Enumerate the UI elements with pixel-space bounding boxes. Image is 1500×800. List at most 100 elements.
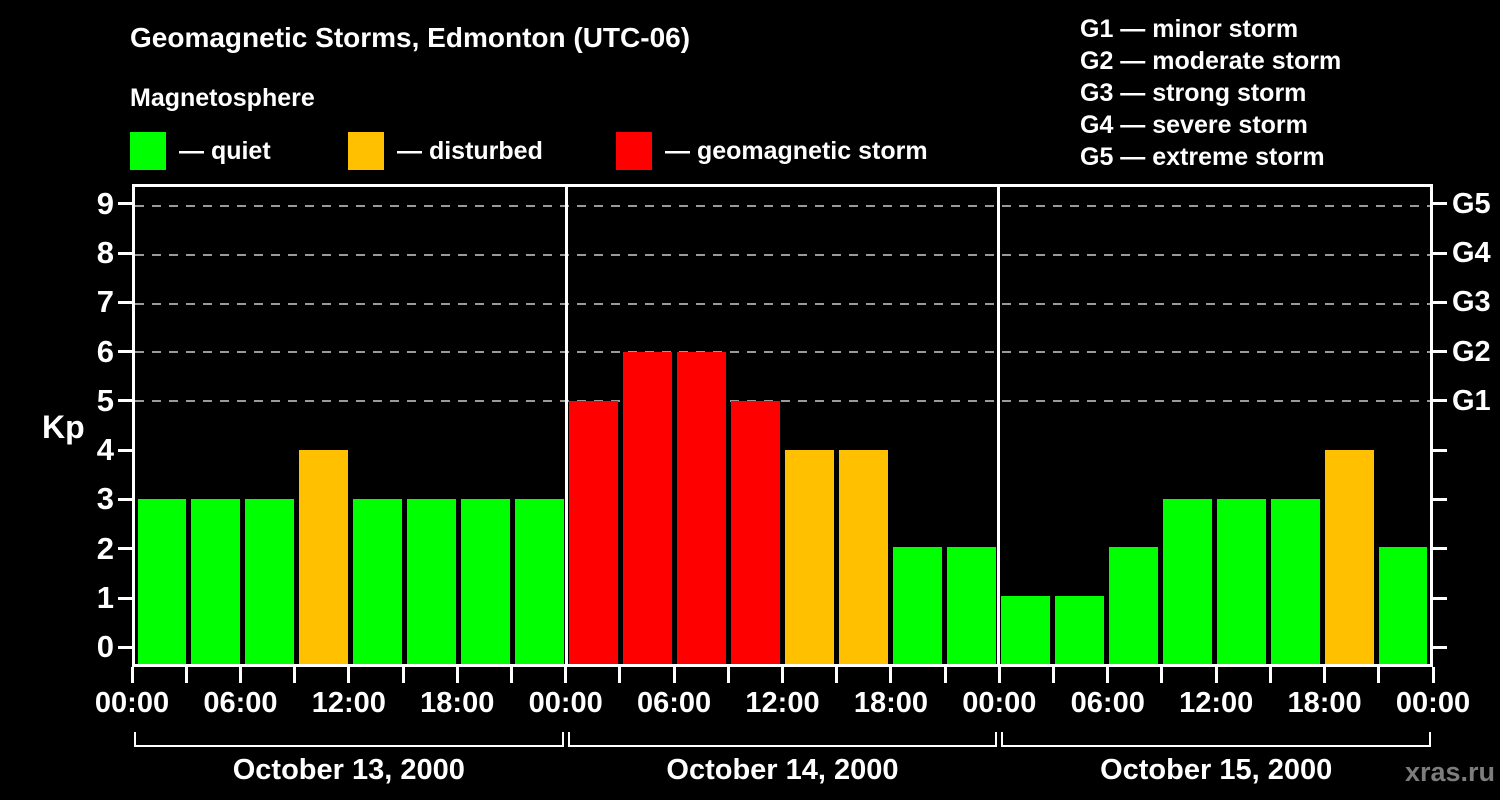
g-axis-label-g3: G3 [1452, 286, 1491, 319]
kp-bar-day3-interval1 [1000, 595, 1050, 664]
kp-bar-day1-interval8 [515, 498, 565, 664]
kp-bar-day2-interval3 [677, 352, 727, 664]
gridline-kp6 [135, 351, 1430, 354]
kp-bar-day1-interval1 [137, 498, 187, 664]
y-axis-tick-left-8 [118, 251, 132, 255]
day-bracket-1-left-tick [134, 732, 136, 747]
kp-bar-day2-interval5 [785, 449, 834, 664]
watermark: xras.ru [1404, 757, 1495, 787]
y-axis-label-9: 9 [96, 185, 114, 221]
x-axis-tick-22 [1323, 667, 1327, 683]
legend-label-disturbed: — disturbed [397, 136, 543, 165]
y-axis-tick-right-9 [1433, 202, 1447, 206]
y-axis-tick-right-5 [1433, 399, 1447, 403]
kp-bar-day1-interval4 [299, 449, 349, 664]
y-axis-tick-left-2 [118, 547, 132, 551]
y-axis-label-8: 8 [96, 235, 114, 270]
kp-bar-day3-interval7 [1324, 449, 1374, 664]
y-axis-tick-right-4 [1433, 448, 1447, 452]
x-axis-tick-5 [401, 667, 405, 683]
day-separator-1 [565, 187, 569, 664]
day-bracket-1-right-tick [561, 732, 564, 747]
y-axis-label-2: 2 [96, 530, 114, 566]
kp-bar-day2-interval4 [731, 401, 780, 664]
x-axis-tick-0 [130, 667, 134, 683]
x-axis-tick-7 [509, 667, 513, 683]
x-axis-tick-14 [889, 667, 893, 683]
x-axis-label-22: 18:00 [1287, 687, 1362, 719]
kp-bar-day3-interval3 [1108, 547, 1158, 664]
day-bracket-3-right-tick [1429, 732, 1431, 747]
x-axis-tick-24 [1431, 667, 1435, 683]
y-axis-label-7: 7 [96, 284, 114, 320]
y-axis-tick-right-7 [1433, 300, 1447, 304]
x-axis-tick-4 [347, 667, 351, 683]
g-scale-legend-item-g1: G1 — minor storm [1080, 15, 1299, 43]
x-axis-tick-20 [1214, 667, 1218, 683]
x-axis-tick-3 [293, 667, 297, 683]
kp-bar-day3-interval2 [1054, 595, 1104, 664]
x-axis-tick-11 [726, 667, 730, 683]
y-axis-tick-right-2 [1433, 547, 1447, 551]
y-axis-label-6: 6 [96, 333, 114, 369]
kp-bar-day1-interval5 [353, 498, 403, 664]
g-axis-label-g2: G2 [1452, 335, 1491, 368]
kp-bar-day1-interval3 [245, 498, 295, 664]
kp-bar-day2-interval6 [838, 449, 888, 664]
day-bracket-1 [134, 745, 564, 747]
x-axis-tick-21 [1268, 667, 1272, 683]
y-axis-tick-right-1 [1433, 596, 1447, 600]
g-scale-legend-item-g3: G3 — strong storm [1080, 79, 1307, 107]
x-axis-label-4: 12:00 [311, 687, 386, 719]
y-axis-tick-right-6 [1433, 350, 1447, 354]
y-axis-tick-left-7 [118, 300, 132, 304]
x-axis-tick-16 [997, 667, 1001, 683]
legend-label-quiet: — quiet [179, 136, 271, 165]
storm-color-swatch [616, 132, 652, 170]
y-axis-label-4: 4 [96, 432, 114, 468]
day-date-label-3: October 15, 2000 [1100, 754, 1333, 786]
y-axis-tick-left-6 [118, 350, 132, 354]
y-axis-title: Kp [42, 409, 85, 445]
kp-bar-day1-interval6 [407, 498, 457, 664]
kp-bar-day2-interval8 [946, 547, 996, 664]
kp-bar-day1-interval7 [461, 498, 511, 664]
kp-bar-day2-interval1 [569, 401, 619, 664]
y-axis-label-5: 5 [96, 382, 114, 418]
x-axis-label-0: 00:00 [94, 687, 170, 719]
chart-title: Geomagnetic Storms, Edmonton (UTC-06) [130, 22, 691, 53]
legend-item-storm: — geomagnetic storm [616, 132, 928, 170]
day-bracket-2-right-tick [995, 732, 998, 747]
gridline-kp9 [135, 205, 1430, 208]
x-axis-label-18: 06:00 [1070, 687, 1145, 719]
g-axis-label-g5: G5 [1452, 187, 1491, 220]
x-axis-tick-19 [1160, 667, 1164, 683]
quiet-color-swatch [130, 132, 166, 170]
kp-bar-day1-interval2 [191, 498, 241, 664]
g-axis-label-g1: G1 [1452, 384, 1491, 417]
g-scale-legend-item-g4: G4 — severe storm [1080, 111, 1308, 139]
kp-bar-day3-interval8 [1378, 547, 1428, 664]
x-axis-tick-12 [781, 667, 784, 683]
day-bracket-3-left-tick [1001, 732, 1004, 747]
x-axis-tick-18 [1106, 667, 1110, 683]
gridline-kp7 [135, 302, 1430, 305]
x-axis-label-20: 12:00 [1179, 687, 1254, 719]
day-date-label-2: October 14, 2000 [666, 754, 899, 786]
y-axis-label-1: 1 [96, 580, 114, 615]
y-axis-tick-left-5 [118, 399, 132, 403]
y-axis-label-0: 0 [96, 629, 114, 665]
day-bracket-3 [1001, 745, 1431, 747]
plot-area [132, 184, 1433, 667]
x-axis-tick-15 [943, 667, 947, 683]
x-axis-tick-8 [564, 667, 568, 683]
x-axis-label-16: 00:00 [962, 687, 1037, 719]
y-axis-tick-left-1 [118, 596, 132, 600]
day-separator-2 [996, 187, 1000, 664]
chart-subtitle: Magnetosphere [130, 84, 315, 112]
x-axis-label-14: 18:00 [853, 687, 928, 719]
day-bracket-2-left-tick [567, 732, 570, 747]
kp-bar-day3-interval4 [1162, 498, 1212, 664]
y-axis-tick-right-3 [1433, 497, 1447, 501]
gridline-kp8 [135, 254, 1430, 257]
